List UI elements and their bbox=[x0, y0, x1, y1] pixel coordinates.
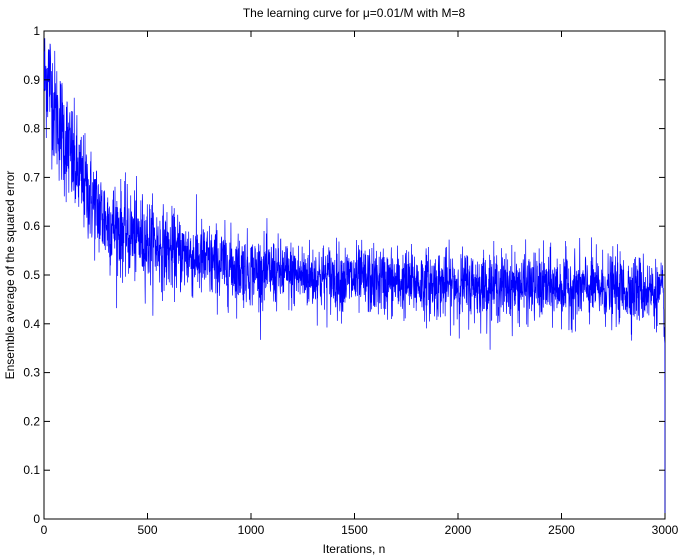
y-tick-label: 0.8 bbox=[23, 122, 40, 136]
x-tick-label: 1000 bbox=[238, 523, 265, 537]
x-tick-label: 3000 bbox=[652, 523, 679, 537]
y-tick-label: 0 bbox=[33, 512, 40, 526]
y-axis-label: Ensemble average of the squared error bbox=[3, 171, 17, 380]
y-tick-label: 0.9 bbox=[23, 73, 40, 87]
y-axis-ticks: 0 0.1 0.2 0.3 0.4 0.5 0.6 0.7 0.8 0.9 1 bbox=[23, 24, 665, 526]
chart-title: The learning curve for μ=0.01/M with M=8 bbox=[243, 6, 466, 20]
x-tick-label: 2500 bbox=[548, 523, 575, 537]
y-tick-label: 0.3 bbox=[23, 366, 40, 380]
x-tick-label: 500 bbox=[137, 523, 157, 537]
y-tick-label: 0.2 bbox=[23, 414, 40, 428]
x-tick-label: 2000 bbox=[445, 523, 472, 537]
x-tick-label: 0 bbox=[41, 523, 48, 537]
y-tick-label: 1 bbox=[33, 24, 40, 38]
y-tick-label: 0.4 bbox=[23, 317, 40, 331]
y-tick-label: 0.6 bbox=[23, 219, 40, 233]
x-tick-label: 1500 bbox=[341, 523, 368, 537]
x-axis-ticks: 0 500 1000 1500 2000 2500 3000 bbox=[41, 31, 679, 537]
series-line-squared-error bbox=[43, 38, 666, 520]
y-tick-label: 0.1 bbox=[23, 463, 40, 477]
x-axis-label: Iterations, n bbox=[323, 542, 386, 556]
y-tick-label: 0.7 bbox=[23, 170, 40, 184]
y-tick-label: 0.5 bbox=[23, 268, 40, 282]
